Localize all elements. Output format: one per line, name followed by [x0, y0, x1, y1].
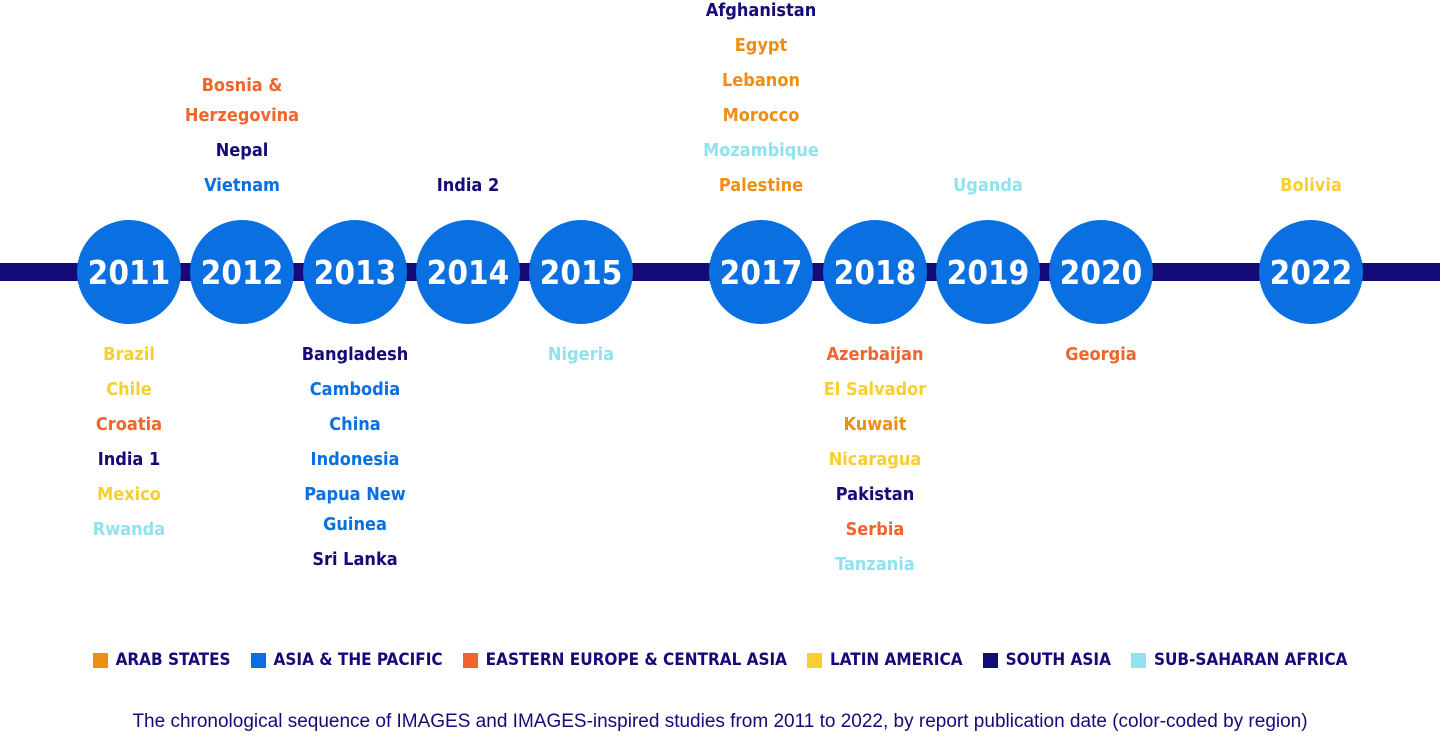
country-label-azerbaijan: Azerbaijan — [826, 344, 924, 365]
legend-swatch-latam — [807, 652, 823, 668]
country-label-pakistan: Pakistan — [835, 484, 915, 505]
country-label-chile: Chile — [106, 379, 152, 400]
country-label-croatia: Croatia — [95, 414, 163, 435]
country-label-lebanon: Lebanon — [721, 70, 800, 91]
country-label-bosnia-herzegovina: Bosnia & Herzegovina — [184, 75, 300, 126]
country-label-egypt: Egypt — [734, 35, 788, 56]
country-label-serbia: Serbia — [845, 519, 905, 540]
country-label-nicaragua: Nicaragua — [828, 449, 922, 470]
legend-label-south: South Asia — [1005, 650, 1111, 670]
legend-label-asia: Asia & the Pacific — [273, 650, 443, 670]
country-label-india-1: India 1 — [97, 449, 161, 470]
country-label-nigeria: Nigeria — [547, 344, 615, 365]
country-label-papua-new-guinea: Papua New Guinea — [304, 484, 406, 535]
country-label-tanzania: Tanzania — [835, 554, 915, 575]
country-label-palestine: Palestine — [718, 175, 804, 196]
legend-label-latam: Latin America — [830, 650, 963, 670]
region-legend: Arab States Asia & the Pacific Eastern Eur… — [0, 647, 1440, 673]
country-label-kuwait: Kuwait — [843, 414, 907, 435]
year-node-2020: 2020 — [1049, 220, 1153, 324]
country-label-sri-lanka: Sri Lanka — [312, 549, 398, 570]
year-node-2012: 2012 — [190, 220, 294, 324]
country-label-china: China — [329, 414, 381, 435]
legend-swatch-south — [982, 652, 998, 668]
legend-item-south: South Asia — [982, 650, 1111, 670]
legend-swatch-arab — [92, 652, 108, 668]
year-node-2011: 2011 — [77, 220, 181, 324]
country-label-rwanda: Rwanda — [92, 519, 166, 540]
legend-item-asia: Asia & the Pacific — [250, 650, 443, 670]
year-node-2018: 2018 — [823, 220, 927, 324]
country-label-bolivia: Bolivia — [1280, 175, 1342, 196]
year-node-2017: 2017 — [709, 220, 813, 324]
country-label-georgia: Georgia — [1065, 344, 1137, 365]
legend-item-eeca: Eastern Europe & Central Asia — [462, 650, 788, 670]
country-label-brazil: Brazil — [103, 344, 155, 365]
country-label-indonesia: Indonesia — [310, 449, 400, 470]
country-label-uganda: Uganda — [953, 175, 1023, 196]
country-label-mozambique: Mozambique — [703, 140, 819, 161]
legend-item-ssa: Sub-Saharan Africa — [1130, 650, 1348, 670]
year-node-2015: 2015 — [529, 220, 633, 324]
figure-caption: The chronological sequence of IMAGES and… — [132, 711, 1308, 732]
country-label-india-2: India 2 — [436, 175, 500, 196]
legend-label-eeca: Eastern Europe & Central Asia — [485, 650, 788, 670]
legend-swatch-ssa — [1130, 652, 1146, 668]
country-label-cambodia: Cambodia — [309, 379, 401, 400]
legend-label-arab: Arab States — [115, 650, 231, 670]
legend-swatch-asia — [250, 652, 266, 668]
legend-item-latam: Latin America — [807, 650, 963, 670]
year-node-2013: 2013 — [303, 220, 407, 324]
country-label-afghanistan: Afghanistan — [705, 0, 817, 21]
country-label-el-salvador: El Salvador — [823, 379, 927, 400]
year-node-2022: 2022 — [1259, 220, 1363, 324]
legend-item-arab: Arab States — [92, 650, 231, 670]
country-label-mexico: Mexico — [97, 484, 161, 505]
country-label-bangladesh: Bangladesh — [301, 344, 409, 365]
legend-label-ssa: Sub-Saharan Africa — [1153, 650, 1348, 670]
country-label-morocco: Morocco — [722, 105, 800, 126]
legend-swatch-eeca — [462, 652, 478, 668]
year-node-2014: 2014 — [416, 220, 520, 324]
country-label-vietnam: Vietnam — [204, 175, 280, 196]
year-node-2019: 2019 — [936, 220, 1040, 324]
country-label-nepal: Nepal — [215, 140, 269, 161]
